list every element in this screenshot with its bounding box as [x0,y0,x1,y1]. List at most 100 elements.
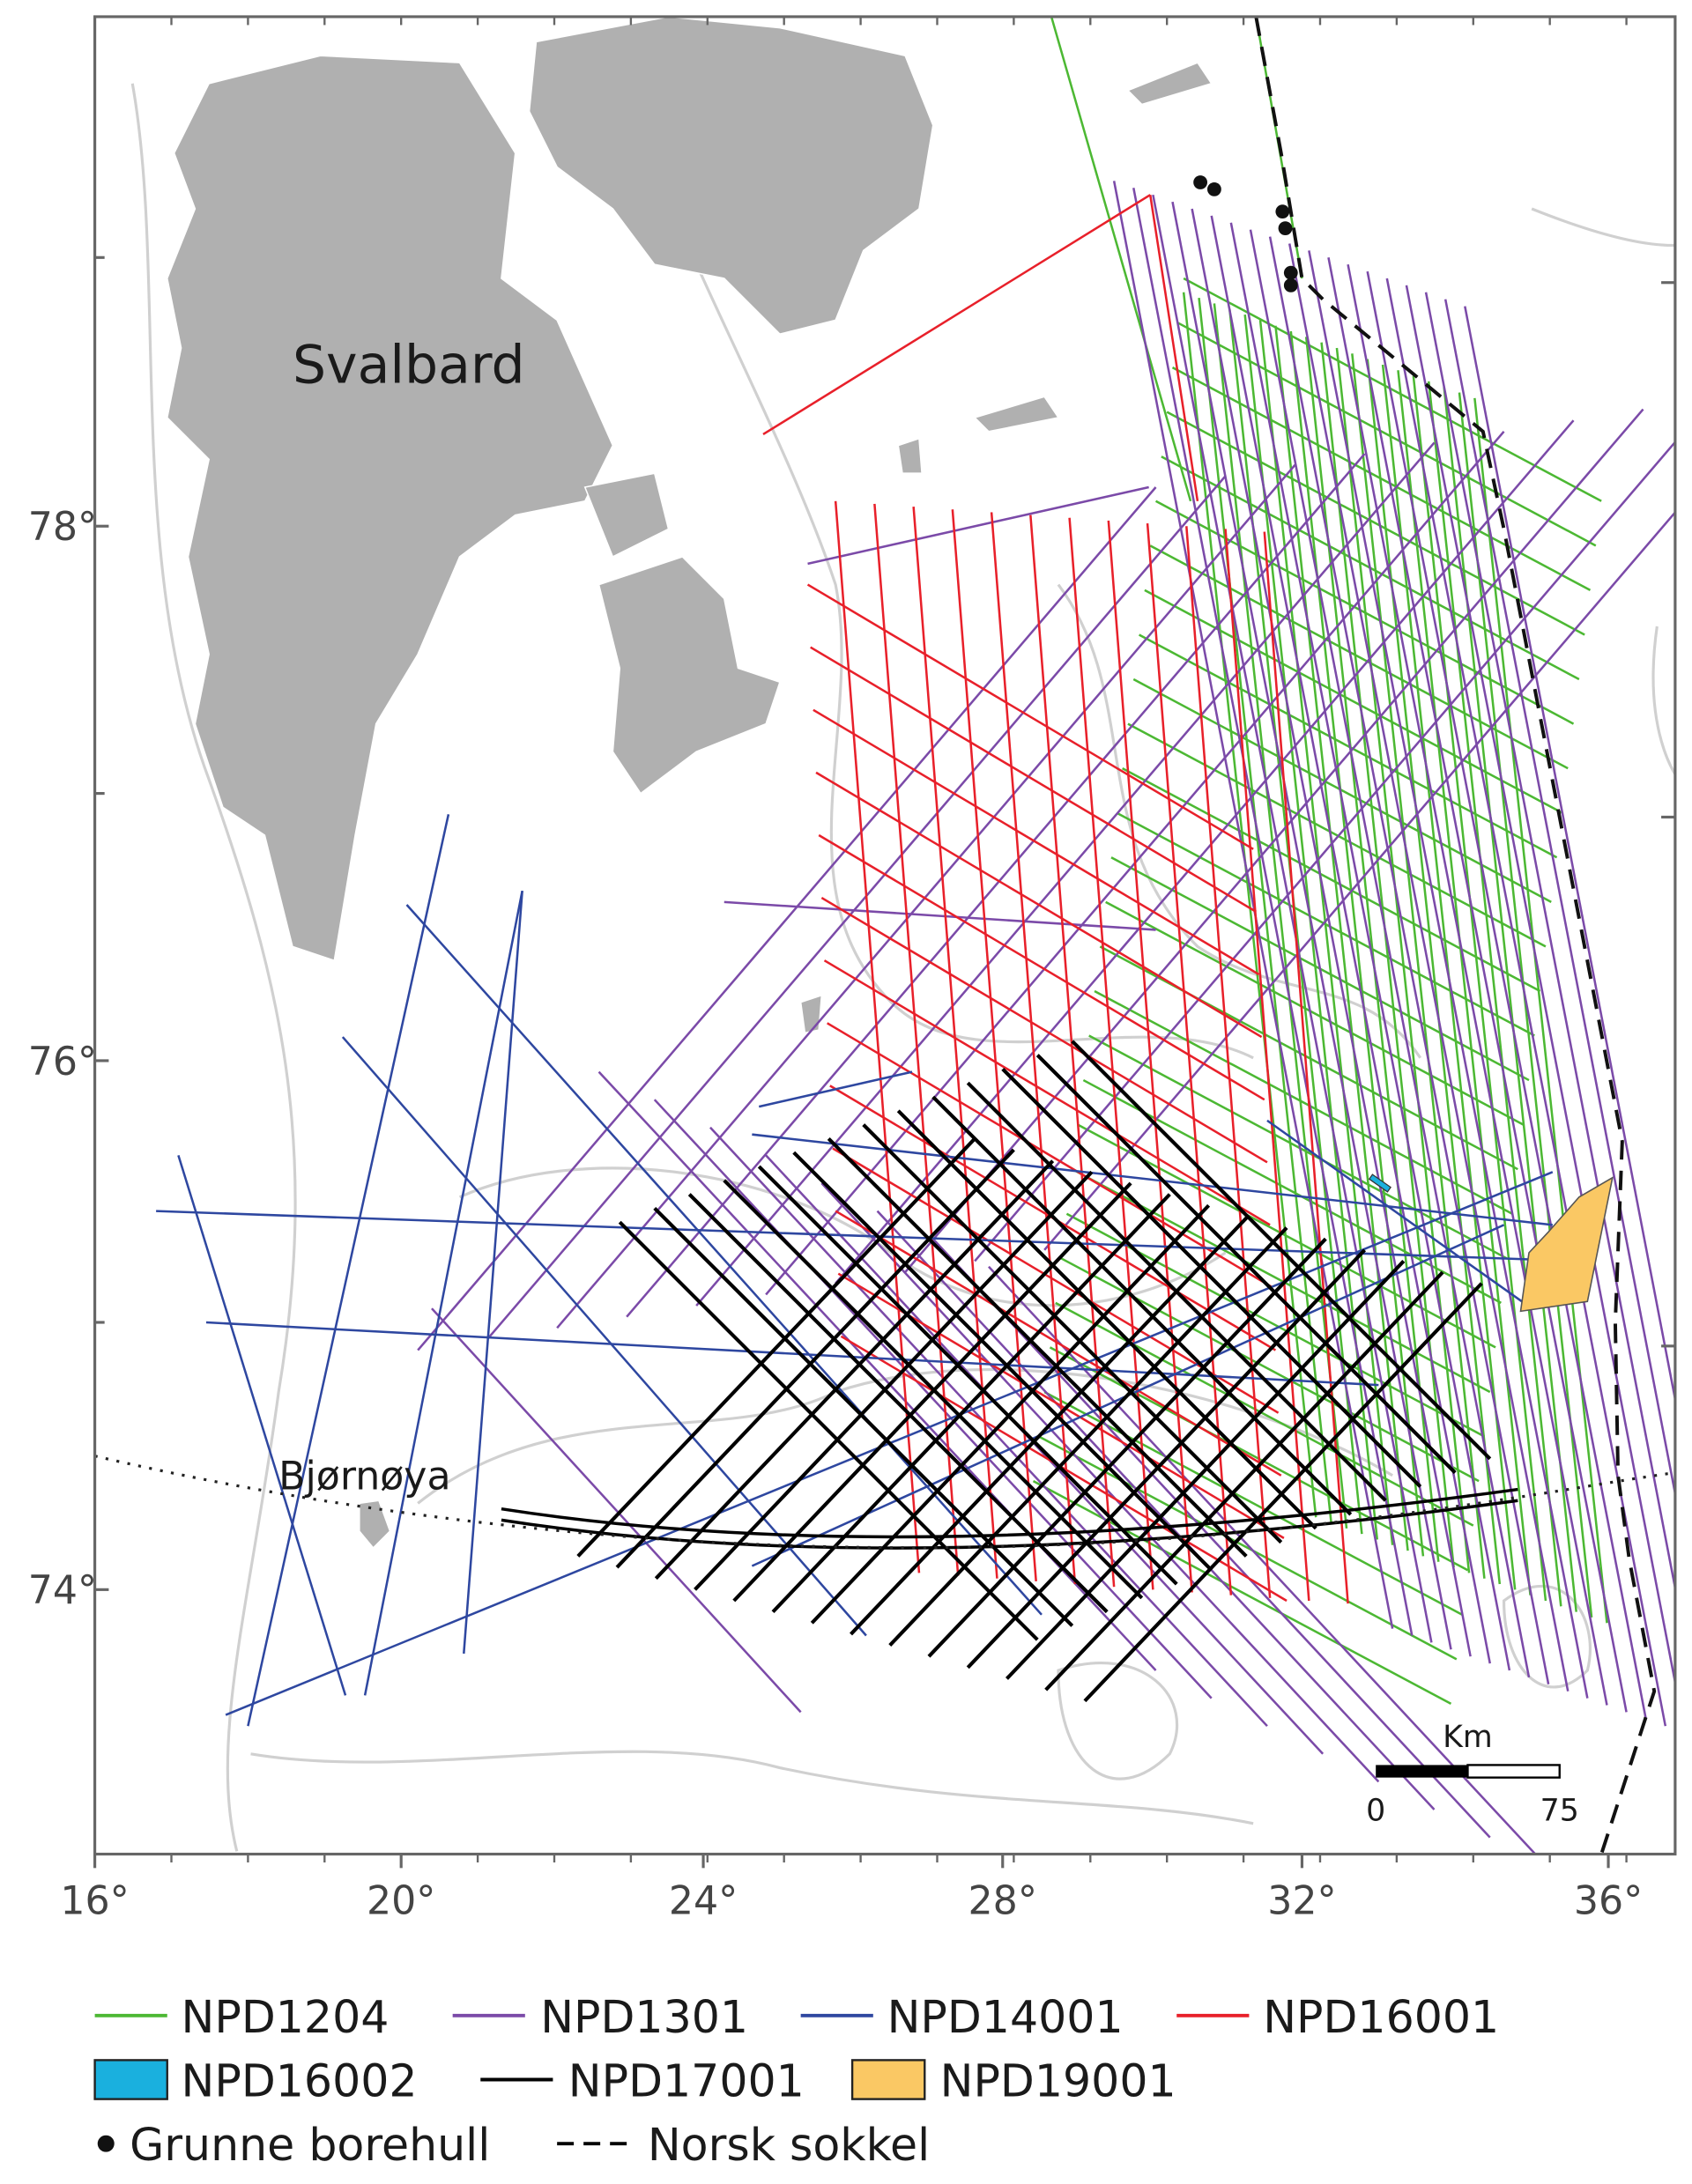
npd17001-line [501,1499,1518,1550]
npd1301-line [1347,263,1628,1713]
npd14001-line [177,1155,347,1696]
borehole [1283,265,1298,280]
npd1301-line [1191,208,1472,1657]
npd1204-line [1397,370,1532,1595]
npd1301-line [1327,257,1608,1706]
npd16001-line [806,583,1254,850]
npd16002-area [1368,1173,1391,1193]
npd17001-line [1044,1270,1444,1692]
npd17001-line [896,1109,1317,1530]
npd14001-line [463,891,523,1655]
npd1301-line [820,1182,1380,1783]
npd1204-line [1144,589,1563,814]
npd1204-line [1274,325,1409,1551]
npd1204-line [1258,320,1394,1545]
npd1204-line [1473,397,1608,1624]
npd14001-line [247,814,450,1727]
npd17001-line [694,1170,1094,1591]
borehole [1275,204,1290,219]
bathymetry [130,41,1675,1852]
npd16001-line [1148,195,1199,501]
scale-bar: Km 0 75 [1366,1720,1579,1829]
lon-label: 16° [60,1878,129,1923]
norsk-sokkel [1254,16,1657,1855]
npd16001-line [1263,531,1349,1604]
npd1301-line [1464,306,1675,1405]
npd1301-line [1268,236,1550,1685]
scale-bar-fill [1376,1765,1468,1778]
legend-label: NPD16001 [1263,1991,1499,2043]
npd1301-line [1288,243,1570,1692]
npd17001-line [1005,1260,1406,1680]
npd1204-line [1122,767,1541,993]
legend-label: NPD1301 [540,1991,748,2043]
npd1204-line [1213,303,1348,1529]
npd16001-line [1146,522,1233,1595]
npd1204-line [1094,989,1513,1215]
npd1204-line [1099,945,1518,1171]
npd17001-line [1035,1054,1457,1475]
map-frame [93,15,1677,1856]
npd17001-line [810,1203,1211,1625]
npd17001-line [501,1487,1518,1539]
npd1301-line [1366,270,1647,1720]
npd16001-line [1224,529,1310,1602]
scale-unit: Km [1443,1720,1493,1755]
npd1204-line [1198,297,1332,1523]
npd1301-line [835,419,1575,1284]
npd14001-line [1266,1119,1532,1310]
borehole [1193,175,1208,189]
lon-label: 20° [367,1878,435,1923]
borehole [1278,221,1293,236]
legend-swatch [850,2059,926,2100]
npd17001-line [1071,1040,1492,1461]
npd16001-line [834,500,921,1573]
npd1301-line [695,441,1436,1307]
npd1204-line [1351,353,1486,1579]
npd17001-line [654,1159,1055,1581]
legend-swatch [97,2135,115,2152]
npd17001-line [687,1193,1109,1614]
npd17001-line [792,1151,1213,1572]
npd14001-line [156,1210,1540,1262]
npd16001-line [818,833,1265,1101]
npd17001-line [888,1226,1288,1647]
legend-label: NPD14001 [887,1991,1124,2043]
npd1301-line [1443,299,1675,1500]
survey-lines [156,16,1675,1855]
land [166,16,1213,1550]
npd1301-line [486,475,1227,1340]
legend-label: NPD16002 [182,2054,418,2106]
legend-label: NPD1204 [182,1991,390,2043]
npd1204-line [1055,1301,1474,1527]
borehole [1283,278,1298,292]
npd1204-line [1088,1034,1508,1260]
npd1301-line [1210,215,1491,1664]
scale-label: 75 [1540,1794,1579,1829]
npd17001-line [771,1193,1171,1614]
npd14001-line [758,1070,913,1108]
npd1301-line [1043,510,1675,1251]
npd1204-line [1427,381,1562,1607]
npd1204-line [1177,322,1597,547]
npd1301-line [876,1210,1436,1810]
npd1204-line [1366,359,1502,1585]
npd17001-line [931,1095,1353,1516]
npd1301-line [1424,292,1675,1595]
npd16001-line [810,646,1257,913]
boreholes [1193,175,1298,292]
map-area: Svalbard Bjørnøya Km 0 75 [94,16,1675,1855]
npd1204-line [1043,1390,1463,1616]
lon-label: 36° [1574,1878,1643,1923]
legend-label: NPD19001 [940,2054,1176,2106]
npd1301-line [765,1154,1325,1755]
npd1204-line [1105,900,1525,1126]
npd1204-line [1335,347,1471,1573]
npd1301-line [1112,181,1394,1629]
npd17001-line [757,1165,1178,1586]
npd16001-line [823,959,1271,1226]
npd17001-line [653,1206,1074,1627]
graticule: 78° 76° 74° 16° 20° 24° 28° 32° 36° [28,16,1675,1923]
npd17001-line [618,1220,1039,1641]
lon-label: 24° [669,1878,738,1923]
